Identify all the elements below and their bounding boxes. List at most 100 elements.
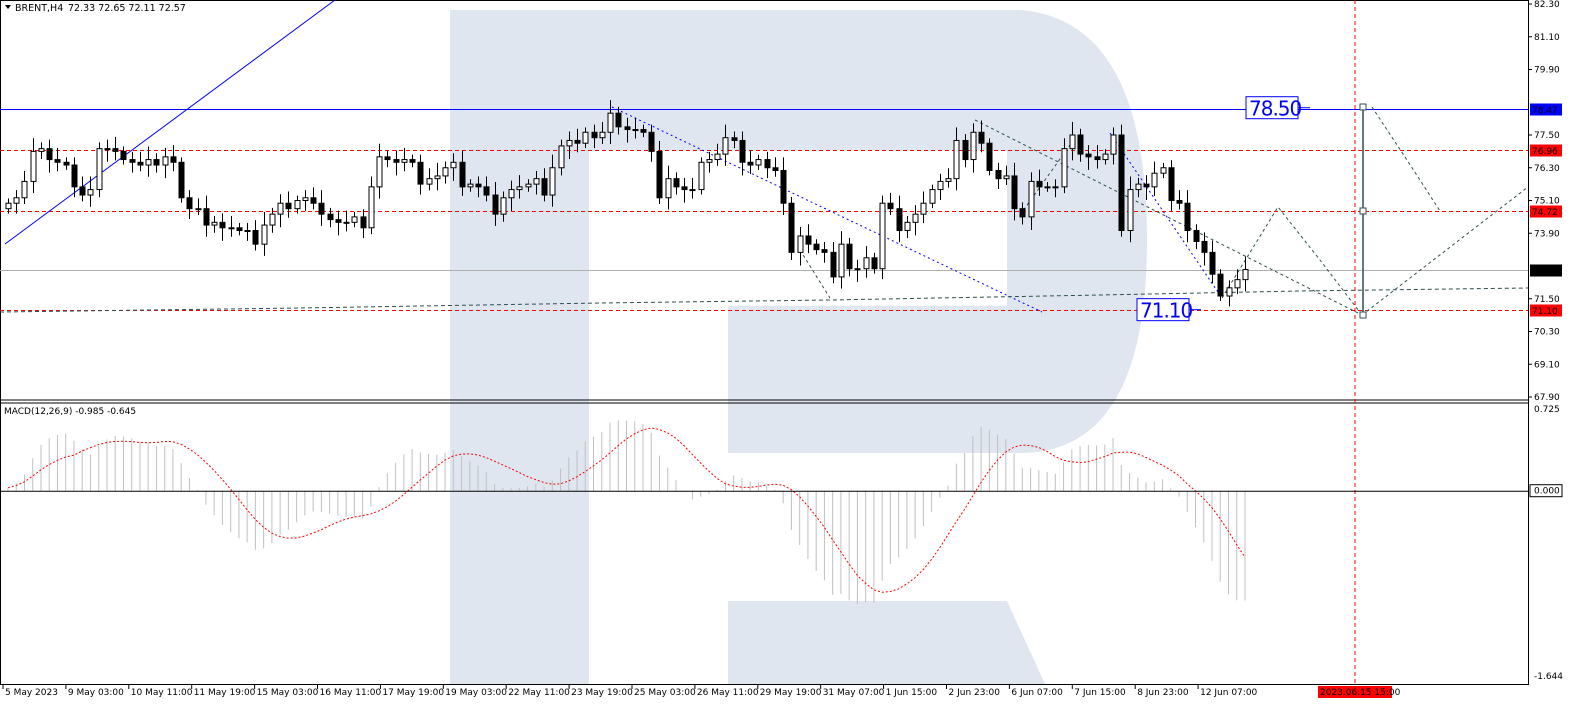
time-tick-label: 26 May 11:00 [697,688,759,698]
candle-body [1201,240,1208,253]
candle [1019,202,1026,225]
candle-body [541,178,548,196]
candle [1003,165,1010,185]
candle [120,146,127,165]
price-axis: 82.30 81.10 79.90 77.50 76.30 75.10 73.90 71.50… [1528,0,1563,682]
candle-body [376,156,383,188]
candle [145,146,152,177]
candle-body [533,178,540,185]
candle [772,157,779,177]
trend-line-dotted [611,106,1043,313]
candle-body [269,213,276,226]
candle [632,117,639,139]
candle [1110,127,1117,165]
macd-panel [0,420,1528,605]
candle [755,154,762,170]
candle-body [1143,183,1150,188]
candle [393,150,400,176]
candle-body [5,202,12,210]
candle [211,216,218,233]
candle [492,181,499,226]
candle [261,211,268,256]
candle-body [186,197,193,210]
candle-body [1052,186,1059,189]
candle-body [450,161,457,169]
candle [854,259,861,282]
candle [1044,181,1051,192]
candle-body [1193,230,1200,242]
candle-body [38,148,45,152]
time-tick-label: 6 Jun 07:00 [1011,688,1063,698]
candle-body [30,150,37,182]
candle [1036,169,1043,196]
candle [846,237,853,277]
candle-body [871,257,878,270]
candle-body [516,186,523,191]
candle-body [632,129,639,132]
candle [533,171,540,195]
candle [1052,179,1059,198]
candle-body [1209,251,1216,275]
candle-body [558,145,565,169]
level-price-label: 72.57 [1532,267,1558,277]
candle [129,151,136,173]
candle [805,224,812,254]
candle-body [294,200,301,210]
candle-body [953,139,960,180]
candle [953,127,960,191]
candle [63,157,70,170]
candle [104,139,111,162]
candle [797,226,804,266]
candle-body [896,208,903,232]
candle-body [1226,287,1233,297]
candle [1127,176,1134,243]
candle-body [1160,167,1167,174]
time-tick-label: 12 Jun 07:00 [1200,688,1257,698]
candle [656,141,663,205]
candle-body [434,175,441,180]
candle-body [1135,183,1142,191]
candle [706,151,713,173]
candle-body [459,161,466,188]
candle [970,123,977,173]
candle-body [1217,273,1224,297]
macd-tick-label: -1.644 [1534,672,1563,682]
candle [96,142,103,198]
candle-body [887,202,894,210]
candle [739,131,746,176]
candle [343,210,350,232]
candle [871,252,878,274]
candle [566,131,573,160]
candle-body [698,161,705,191]
level-price-badge [1530,304,1562,317]
candle [1184,190,1191,243]
candle [351,211,358,228]
candle-body [912,213,919,223]
candle-body [1234,279,1241,289]
candle [879,195,886,280]
candle [112,136,119,161]
candle-body [112,148,119,152]
candle-body [962,139,969,161]
trend-line-dotted [1109,132,1223,299]
candle [821,241,828,263]
candle [1226,280,1233,307]
candle [615,106,622,135]
candle [54,147,61,172]
time-tick-label: 2 Jun 23:00 [949,688,1001,698]
candle-body [1028,180,1035,218]
candle-body [714,153,721,161]
candle-body [46,148,53,161]
candle-body [285,202,292,210]
candle-body [508,189,515,199]
candle-body [937,180,944,191]
candle-body [475,183,482,188]
candle [30,138,37,194]
time-axis: 5 May 2023 9 May 03:00 10 May 11:00 11 May … [2,684,1401,698]
candle [277,194,284,228]
candle [1011,162,1018,221]
level-price-badge [1530,205,1562,218]
candle-body [71,164,78,188]
dropdown-triangle-icon[interactable] [5,5,11,9]
